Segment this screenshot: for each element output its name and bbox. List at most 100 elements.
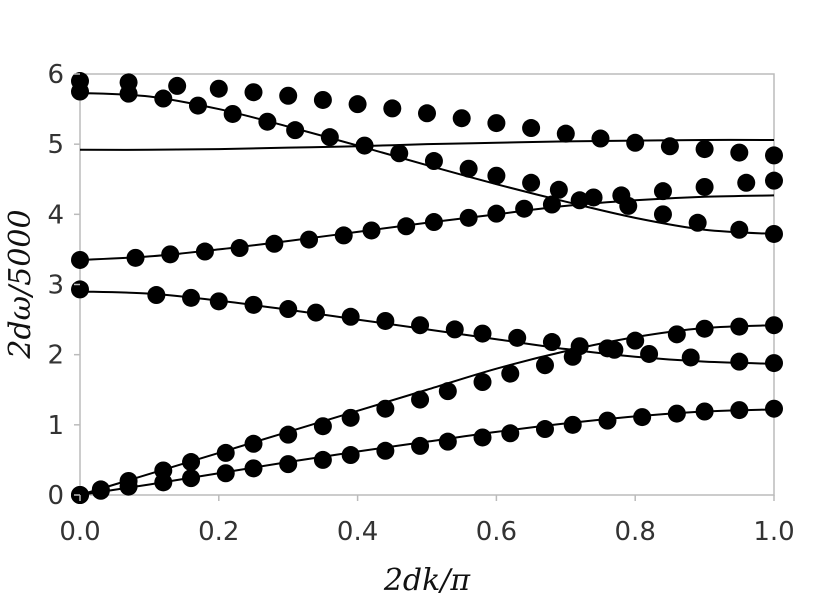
data-point [258,112,277,131]
data-point [730,352,749,371]
data-point [605,340,624,359]
y-tick-label: 4 [47,200,64,230]
data-point [182,453,201,472]
data-point [730,143,749,162]
data-point [438,432,457,451]
y-tick-label: 0 [47,481,64,511]
data-point [209,79,228,98]
data-point [306,303,325,322]
data-point [765,316,783,335]
data-point [265,234,284,253]
data-point [765,171,783,190]
data-point [362,221,381,240]
data-point [535,356,554,375]
data-point [71,250,89,269]
data-point [598,411,617,430]
x-tick-label: 0.4 [337,517,378,547]
data-point [667,325,686,344]
data-point [584,188,603,207]
x-tick-label: 0.6 [476,517,517,547]
data-point [660,137,679,156]
y-tick-label: 3 [47,271,64,301]
data-point [411,436,430,455]
data-point [737,173,756,192]
data-point [556,124,575,143]
data-point [223,104,242,123]
data-point [473,428,492,447]
data-point [411,316,430,335]
data-point [730,401,749,420]
data-point [730,220,749,239]
data-point [418,104,436,123]
y-axis-label: 2dω/5000 [3,209,38,359]
data-point [535,420,554,439]
data-point [438,382,457,401]
data-point [542,333,561,352]
y-tick-label: 2 [47,341,64,371]
data-point [522,173,541,192]
data-point [216,443,235,462]
data-point [286,121,305,140]
data-point [681,348,700,367]
data-point [591,129,610,148]
data-point [424,213,443,232]
data-point [383,99,402,118]
data-point [71,280,89,299]
data-point [320,128,339,147]
data-point [522,119,541,138]
data-point [695,402,714,421]
data-point [667,404,686,423]
data-point [126,248,145,267]
data-point [653,205,672,224]
data-point [619,196,638,215]
x-axis-label: 2dk/π [383,563,472,598]
data-point [695,177,714,196]
data-point [424,152,443,171]
data-point [501,424,520,443]
data-point [459,208,478,227]
data-point [195,242,214,261]
data-point [487,204,506,223]
data-point [633,408,652,427]
data-point [376,441,395,460]
data-point [168,76,187,95]
data-point [397,217,416,236]
data-point [542,195,561,214]
data-point [154,89,173,108]
curve-5 [79,138,775,151]
data-point [71,82,89,101]
data-point [279,86,298,105]
data-point [765,399,783,418]
data-point [570,337,589,356]
y-tick-label: 6 [47,60,64,90]
data-point [147,286,166,305]
data-point [376,399,395,418]
data-point [765,354,783,373]
data-point [300,230,319,249]
data-point [501,364,520,383]
data-point [182,469,201,488]
data-point [279,300,298,319]
data-point [279,455,298,474]
data-point [182,288,201,307]
data-point [119,471,138,490]
data-point [279,425,298,444]
data-point [515,199,534,218]
data-point [348,95,367,114]
data-point [244,459,263,478]
data-point [411,390,430,409]
data-point [765,146,783,165]
data-point [653,182,672,201]
data-point [459,159,478,178]
x-tick-label: 0.8 [615,517,656,547]
y-axis-ticks: 0 1 2 3 4 5 6 [47,60,80,511]
data-point [487,114,506,133]
data-point [244,295,263,314]
data-point [549,180,568,199]
x-tick-label: 1.0 [753,517,794,547]
data-point [313,90,332,109]
data-point [626,133,645,152]
data-point [765,224,783,243]
data-point [341,408,360,427]
